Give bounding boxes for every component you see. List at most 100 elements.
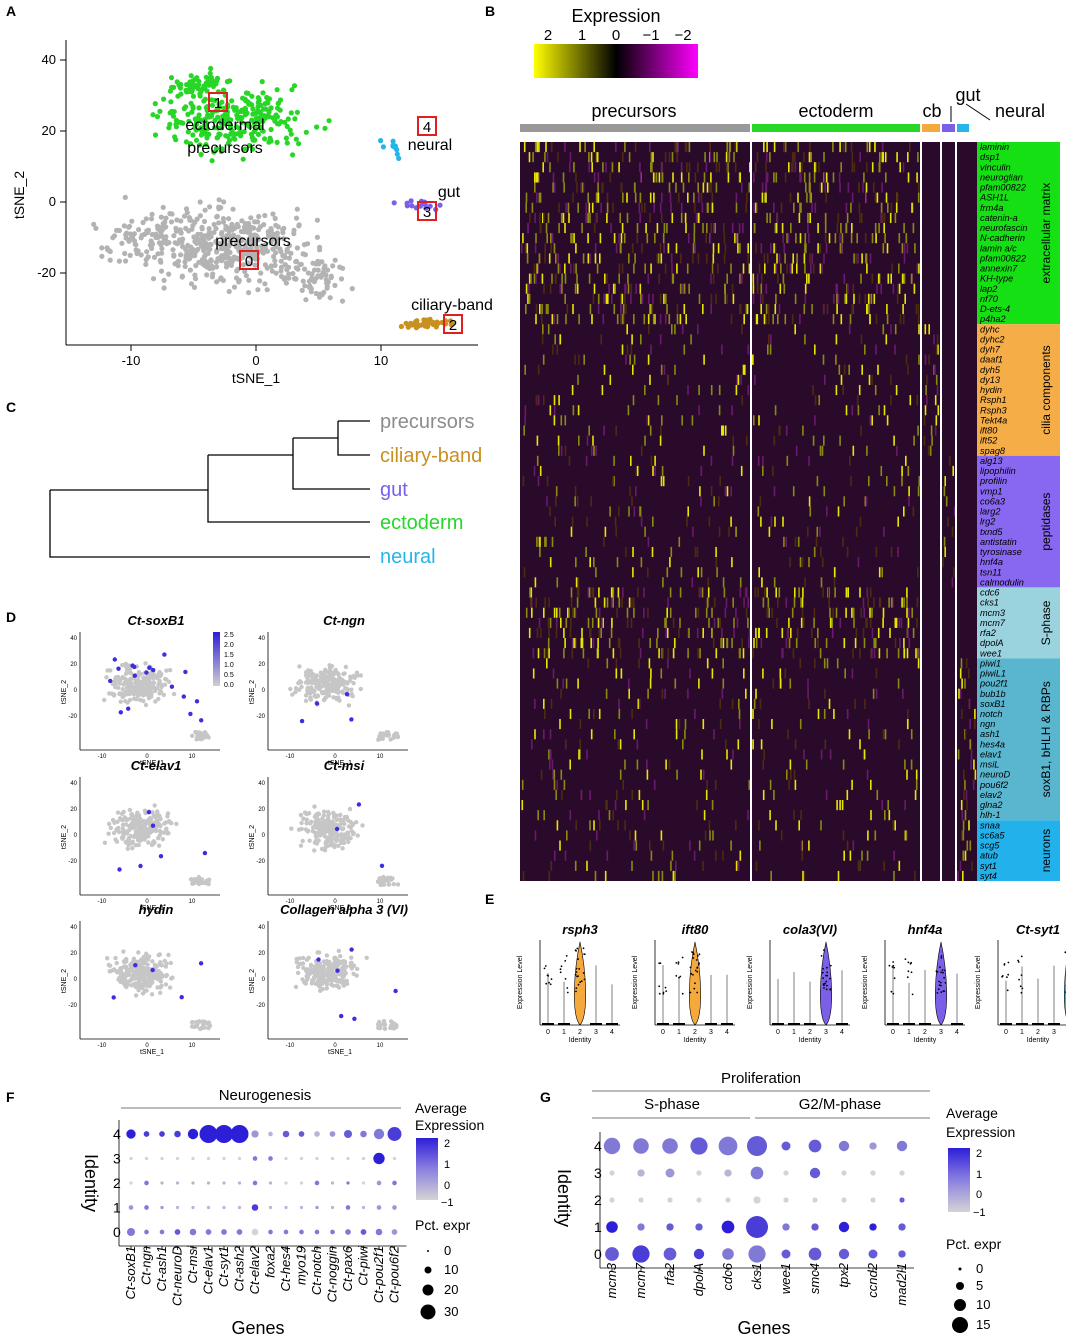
heatmap-cell [724, 607, 727, 618]
feature-point [158, 985, 163, 990]
panel-label-e: E [485, 891, 494, 907]
heatmap-cell [703, 445, 705, 456]
heatmap-cell [828, 698, 831, 709]
heatmap-cell [878, 273, 881, 284]
heatmap-cell [775, 263, 778, 274]
heatmap-gene-label: lrg2 [980, 517, 995, 527]
dot [268, 1131, 273, 1137]
heatmap-cell [618, 708, 621, 720]
heatmap-cell [665, 293, 667, 304]
heatmap-cell [552, 769, 554, 780]
feature-plot-ytick: 40 [70, 636, 77, 642]
heatmap-cell [836, 304, 838, 315]
feature-point [308, 697, 314, 702]
point-precursors [214, 264, 220, 270]
feature-point [115, 810, 121, 815]
feature-point [379, 879, 385, 885]
point-ectoderm [236, 109, 242, 115]
heatmap-cell [546, 476, 549, 487]
feature-point [133, 821, 138, 827]
heatmap-cell [564, 415, 567, 426]
heatmap-cell [727, 162, 729, 173]
heatmap-cell [842, 759, 845, 770]
heatmap-cell [765, 314, 768, 325]
dot [222, 1181, 226, 1185]
heatmap-cell [641, 293, 644, 304]
heatmap-gene-label: annexin7 [980, 264, 1018, 274]
feature-point [146, 954, 151, 959]
heatmap-cell [608, 810, 611, 821]
dot [330, 1205, 335, 1210]
panel-b: B Expression 2 1 0 −1 −2 precursors ecto… [485, 3, 1060, 882]
violin-point [583, 978, 586, 981]
heatmap-cell [631, 496, 633, 507]
heatmap-cell [722, 658, 724, 669]
heatmap-cell [894, 617, 897, 628]
heatmap-cell [575, 557, 577, 568]
panel-label-c: C [6, 399, 16, 415]
feature-point [146, 840, 151, 845]
heatmap-cell [780, 202, 783, 213]
heatmap-cell [840, 162, 842, 173]
heatmap-cell [916, 263, 919, 274]
feature-point [355, 966, 360, 972]
heatmap-cell [874, 142, 876, 153]
heatmap-cell [730, 759, 733, 770]
violin-xtick: 1 [562, 1029, 566, 1036]
heatmap-cell [696, 546, 699, 558]
point-ectoderm [284, 123, 290, 129]
dot [346, 1156, 350, 1161]
heatmap-cell [612, 648, 615, 659]
heatmap-cell [584, 142, 586, 153]
point-precursors [178, 218, 184, 224]
violin-xtick: 3 [1052, 1029, 1056, 1036]
heatmap-cell [647, 354, 650, 365]
heatmap-cell [801, 162, 803, 173]
heatmap-cell [853, 162, 856, 173]
feature-point [192, 879, 197, 884]
heatmap-cell [649, 142, 651, 153]
violin-xlabel: Identity [684, 1037, 707, 1044]
heatmap-cell [717, 617, 720, 628]
heatmap-cell [671, 152, 674, 163]
heatmap-cell [745, 202, 747, 213]
feature-point [324, 986, 329, 991]
heatmap-bar-gut [942, 124, 955, 132]
heatmap-cell [597, 172, 600, 183]
heatmap-cell [843, 496, 845, 507]
heatmap-cell [579, 749, 581, 760]
point-precursors [216, 197, 222, 203]
heatmap-cell [845, 405, 848, 416]
heatmap-cell [918, 324, 920, 335]
heatmap-cell [559, 283, 562, 294]
heatmap-cell [783, 536, 785, 547]
heatmap-cell [846, 212, 849, 224]
heatmap-cell [907, 465, 910, 477]
feature-point [338, 812, 343, 818]
point-precursors [226, 233, 233, 239]
heatmap-cell [859, 212, 861, 224]
point-ectoderm [288, 110, 294, 116]
point-ectoderm [167, 121, 173, 127]
feature-point [395, 882, 401, 887]
feature-point [308, 819, 314, 824]
heatmap-cell [871, 273, 874, 284]
feature-point [334, 978, 340, 983]
heatmap-cell [707, 202, 709, 213]
heatmap-cell [547, 617, 550, 628]
heatmap-cell [715, 293, 717, 304]
heatmap-gene-label: vmp1 [980, 486, 1002, 496]
feature-point [196, 1019, 202, 1024]
heatmap-cell [599, 820, 601, 831]
feature-point [305, 688, 310, 693]
heatmap-cell [650, 162, 652, 173]
heatmap-cell [805, 182, 807, 193]
feature-plot-xtick: -10 [286, 754, 295, 760]
heatmap-cell [944, 476, 946, 487]
heatmap-cell [672, 870, 675, 882]
heatmap-cell [598, 810, 600, 821]
heatmap-cell [667, 597, 669, 608]
heatmap-cell [678, 536, 681, 547]
heatmap-cell [745, 587, 748, 598]
